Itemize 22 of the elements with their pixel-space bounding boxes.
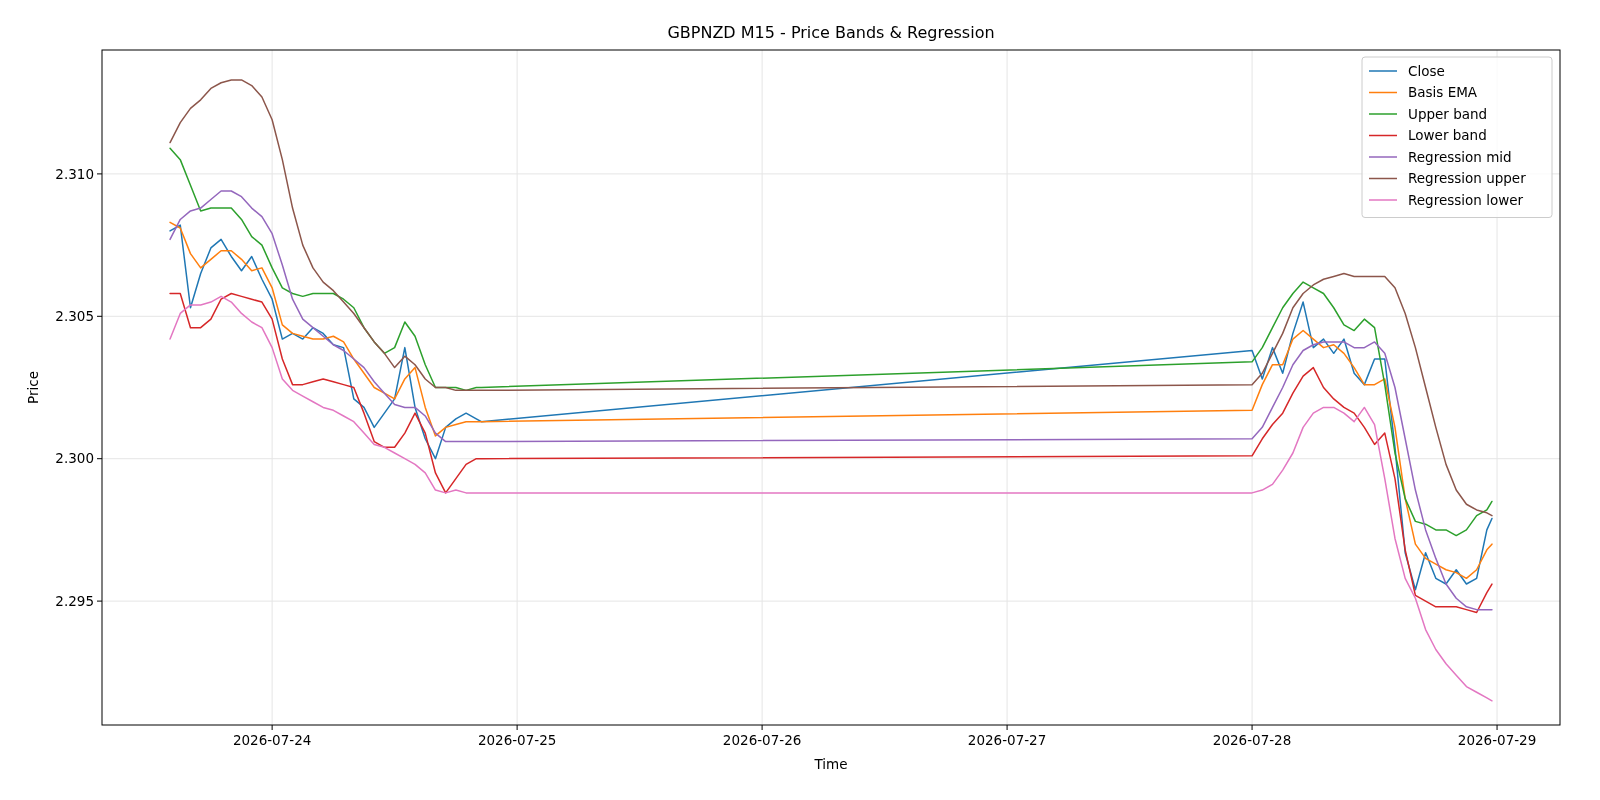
x-tick-label: 2026-07-27 — [967, 732, 1047, 748]
legend-label: Regression upper — [1408, 170, 1527, 187]
legend-label: Lower band — [1408, 127, 1487, 144]
x-tick-label: 2026-07-25 — [477, 732, 557, 748]
y-tick-label: 2.310 — [55, 165, 94, 182]
line-series — [169, 292, 1493, 614]
x-axis-title: Time — [813, 756, 848, 772]
legend-label: Basis EMA — [1408, 84, 1478, 101]
legend-label: Close — [1408, 62, 1445, 79]
legend-label: Upper band — [1408, 105, 1488, 122]
line-series — [169, 295, 1493, 702]
y-axis-title: Price — [25, 371, 41, 404]
y-tick-label: 2.295 — [55, 592, 94, 609]
y-tick-label: 2.300 — [55, 450, 94, 467]
legend-label: Regression mid — [1408, 148, 1512, 165]
x-tick-label: 2026-07-29 — [1457, 732, 1537, 748]
x-tick-label: 2026-07-24 — [232, 732, 312, 748]
chart-title: GBPNZD M15 - Price Bands & Regression — [667, 23, 995, 42]
x-tick-label: 2026-07-28 — [1212, 732, 1292, 748]
y-tick-label: 2.305 — [55, 308, 94, 325]
legend-label: Regression lower — [1408, 191, 1524, 208]
x-tick-label: 2026-07-26 — [722, 732, 802, 748]
